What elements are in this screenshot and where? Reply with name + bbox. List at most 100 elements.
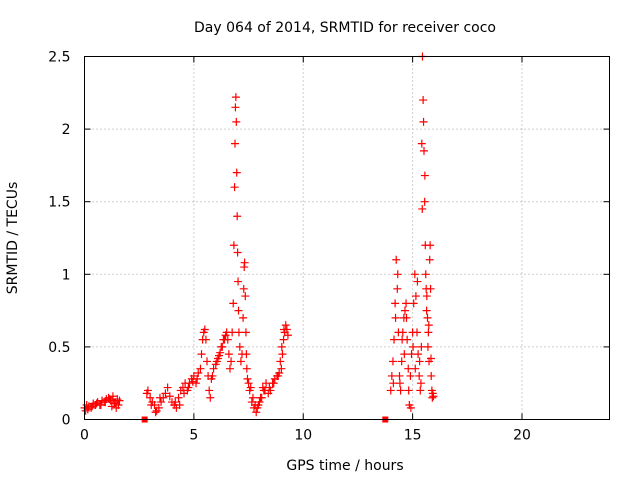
data-point: [398, 328, 407, 337]
data-point: [400, 306, 409, 315]
data-point: [247, 398, 256, 407]
data-point: [171, 398, 180, 407]
x-tick-label: 15: [404, 428, 422, 444]
y-tick-label: 1.5: [48, 195, 70, 211]
data-point: [420, 171, 429, 180]
data-point: [278, 350, 287, 359]
x-tick-label: 20: [513, 428, 531, 444]
y-tick-label: 2.5: [48, 50, 70, 66]
data-point: [231, 139, 239, 148]
data-point: [235, 342, 244, 351]
data-point: [250, 403, 259, 412]
data-point: [404, 364, 413, 373]
data-point: [143, 386, 152, 395]
data-point: [219, 335, 228, 344]
axis-labels: 0 5 10 15 20 0 0.5 1 1.5 2 2.5: [48, 50, 531, 444]
data-point: [105, 395, 114, 404]
data-point: [92, 399, 101, 408]
data-point: [398, 335, 407, 344]
data-point: [395, 371, 404, 380]
data-point: [239, 284, 248, 293]
data-point: [409, 342, 418, 351]
chart-title: Day 064 of 2014, SRMTID for receiver coc…: [194, 20, 496, 36]
data-point: [157, 398, 166, 407]
data-point: [411, 292, 420, 301]
data-point: [209, 364, 218, 373]
data-point: [188, 377, 197, 386]
x-tick-label: 0: [80, 428, 89, 444]
y-tick-label: 0.5: [48, 340, 70, 356]
data-point: [415, 371, 424, 380]
data-point: [232, 117, 241, 126]
data-point: [422, 292, 431, 301]
data-point: [234, 277, 243, 286]
data-point: [416, 379, 425, 388]
data-point: [203, 357, 211, 366]
data-point: [415, 357, 424, 366]
data-point: [165, 392, 174, 401]
data-point: [426, 284, 435, 293]
data-point: [409, 299, 418, 308]
data-point: [83, 405, 92, 414]
data-point: [393, 284, 402, 293]
data-point: [274, 371, 283, 380]
data-point: [400, 350, 409, 359]
data-point: [192, 379, 201, 388]
data-point: [391, 313, 400, 322]
data-point: [396, 386, 405, 395]
data-point: [241, 328, 250, 337]
data-point: [147, 400, 156, 409]
data-point: [241, 292, 250, 301]
data-point: [115, 396, 124, 405]
data-point: [424, 328, 433, 337]
data-point: [230, 183, 239, 192]
data-point: [276, 357, 285, 366]
data-point: [427, 354, 435, 363]
data-point: [87, 403, 96, 412]
data-point: [427, 371, 436, 380]
data-point: [197, 350, 206, 359]
data-point: [174, 393, 183, 402]
data-point: [254, 400, 263, 409]
data-point: [229, 299, 238, 308]
data-point: [406, 371, 415, 380]
data-point: [423, 313, 432, 322]
data-point: [388, 357, 397, 366]
data-point: [277, 342, 286, 351]
data-point: [406, 403, 415, 412]
data-point: [208, 371, 217, 380]
data-point: [217, 342, 226, 351]
data-point: [193, 374, 202, 383]
data-point: [426, 241, 435, 250]
data-point: [231, 103, 240, 112]
data-point: [240, 258, 249, 267]
data-point: [420, 146, 428, 155]
data-point: [417, 139, 426, 148]
grid: [84, 56, 610, 420]
x-tick-label: 10: [294, 428, 312, 444]
data-point: [155, 393, 164, 402]
data-point: [112, 403, 121, 412]
data-point: [279, 335, 288, 344]
data-points: [80, 52, 438, 423]
data-point: [175, 400, 184, 409]
x-axis-label: GPS time / hours: [286, 458, 403, 474]
data-point: [234, 306, 243, 315]
data-point: [414, 350, 423, 359]
data-point: [88, 402, 97, 411]
data-point: [225, 364, 234, 373]
data-point: [402, 313, 411, 322]
data-point: [390, 335, 399, 344]
data-point: [416, 386, 425, 395]
data-point: [242, 364, 251, 373]
data-point: [248, 393, 257, 402]
plot-frame: [84, 56, 610, 420]
data-point: [233, 212, 242, 221]
data-point: [206, 393, 215, 402]
data-point: [215, 351, 224, 360]
data-point: [244, 379, 253, 388]
data-point: [395, 379, 404, 388]
data-point: [252, 408, 261, 417]
data-point: [392, 255, 401, 264]
